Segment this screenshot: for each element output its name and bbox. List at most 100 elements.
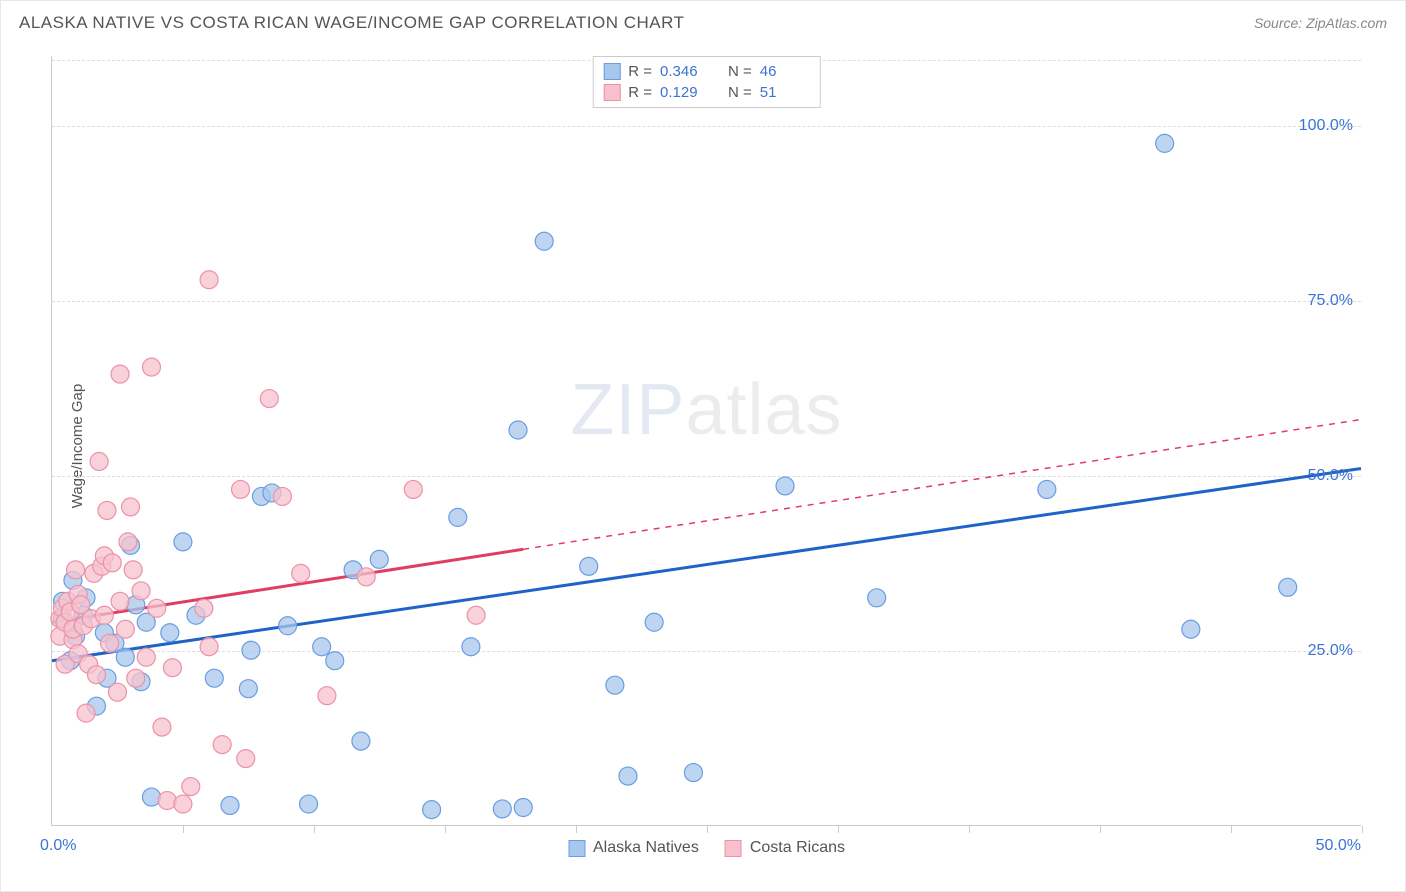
data-point (200, 271, 218, 289)
data-point (645, 613, 663, 631)
legend-label-0: Alaska Natives (593, 839, 699, 857)
data-point (535, 232, 553, 250)
data-point (205, 669, 223, 687)
data-point (137, 648, 155, 666)
data-point (148, 599, 166, 617)
data-point (352, 732, 370, 750)
data-point (449, 508, 467, 526)
title-bar: ALASKA NATIVE VS COSTA RICAN WAGE/INCOME… (19, 13, 1387, 33)
plot-area: ZIPatlas R = 0.346 N = 46 R = 0.129 N = … (51, 56, 1361, 826)
data-point (326, 652, 344, 670)
x-tick (707, 826, 708, 833)
data-point (182, 778, 200, 796)
data-point (619, 767, 637, 785)
legend-item-1: Costa Ricans (725, 839, 845, 857)
data-point (232, 480, 250, 498)
x-tick (576, 826, 577, 833)
data-point (119, 533, 137, 551)
legend-r-label: R = (628, 84, 652, 101)
data-point (1156, 134, 1174, 152)
data-point (111, 592, 129, 610)
x-tick (838, 826, 839, 833)
data-point (116, 620, 134, 638)
data-point (213, 736, 231, 754)
legend-r-value-1: 0.129 (660, 84, 710, 101)
data-point (95, 606, 113, 624)
data-point (124, 561, 142, 579)
data-point (514, 799, 532, 817)
data-point (1038, 480, 1056, 498)
data-point (242, 641, 260, 659)
data-point (318, 687, 336, 705)
data-point (292, 564, 310, 582)
data-point (370, 550, 388, 568)
data-point (279, 617, 297, 635)
data-point (158, 792, 176, 810)
data-point (77, 704, 95, 722)
data-point (122, 498, 140, 516)
x-tick (183, 826, 184, 833)
x-max-label: 50.0% (1316, 837, 1361, 855)
x-tick (969, 826, 970, 833)
x-tick (314, 826, 315, 833)
data-point (868, 589, 886, 607)
trend-line-solid (52, 468, 1361, 660)
data-point (300, 795, 318, 813)
correlation-legend: R = 0.346 N = 46 R = 0.129 N = 51 (592, 56, 821, 108)
data-point (200, 638, 218, 656)
data-point (606, 676, 624, 694)
data-point (260, 390, 278, 408)
data-point (174, 795, 192, 813)
data-point (116, 648, 134, 666)
legend-swatch-1 (603, 84, 620, 101)
legend-label-1: Costa Ricans (750, 839, 845, 857)
legend-item-0: Alaska Natives (568, 839, 699, 857)
data-point (357, 568, 375, 586)
scatter-plot (52, 56, 1361, 825)
data-point (90, 452, 108, 470)
chart-title: ALASKA NATIVE VS COSTA RICAN WAGE/INCOME… (19, 13, 684, 33)
legend-n-value-0: 46 (760, 63, 810, 80)
data-point (127, 669, 145, 687)
data-point (132, 582, 150, 600)
source-label: Source: ZipAtlas.com (1254, 15, 1387, 31)
legend-r-value-0: 0.346 (660, 63, 710, 80)
data-point (684, 764, 702, 782)
legend-row-series-0: R = 0.346 N = 46 (603, 61, 810, 82)
data-point (580, 557, 598, 575)
data-point (103, 554, 121, 572)
data-point (98, 501, 116, 519)
x-tick (1100, 826, 1101, 833)
data-point (467, 606, 485, 624)
data-point (404, 480, 422, 498)
data-point (174, 533, 192, 551)
legend-swatch-0 (603, 63, 620, 80)
y-tick-label: 100.0% (1299, 117, 1353, 135)
data-point (153, 718, 171, 736)
data-point (1182, 620, 1200, 638)
legend-swatch-bottom-1 (725, 840, 742, 857)
x-tick (445, 826, 446, 833)
trend-line-solid (52, 549, 523, 622)
data-point (142, 358, 160, 376)
legend-n-label: N = (728, 63, 752, 80)
legend-n-value-1: 51 (760, 84, 810, 101)
legend-row-series-1: R = 0.129 N = 51 (603, 82, 810, 103)
legend-r-label: R = (628, 63, 652, 80)
chart-container: ALASKA NATIVE VS COSTA RICAN WAGE/INCOME… (0, 0, 1406, 892)
x-tick (1362, 826, 1363, 833)
series-legend: Alaska Natives Costa Ricans (568, 839, 845, 857)
data-point (142, 788, 160, 806)
data-point (108, 683, 126, 701)
legend-swatch-bottom-0 (568, 840, 585, 857)
data-point (776, 477, 794, 495)
data-point (237, 750, 255, 768)
data-point (493, 800, 511, 818)
data-point (101, 634, 119, 652)
data-point (163, 659, 181, 677)
y-tick-label: 50.0% (1308, 467, 1353, 485)
data-point (195, 599, 213, 617)
data-point (273, 487, 291, 505)
y-tick-label: 25.0% (1308, 642, 1353, 660)
data-point (1279, 578, 1297, 596)
